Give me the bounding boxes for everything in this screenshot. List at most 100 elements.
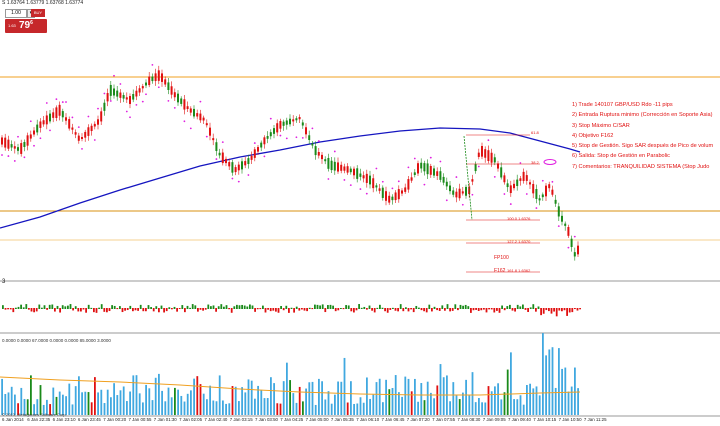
candle-body <box>42 120 45 125</box>
oscillator-bar <box>574 308 576 310</box>
volume-bar <box>78 376 80 415</box>
candle-body <box>225 158 227 164</box>
sar-dot <box>23 156 26 159</box>
volume-bar <box>135 375 138 415</box>
oscillator-bar <box>542 308 545 314</box>
sar-dot <box>129 116 131 119</box>
candle-body <box>525 175 528 181</box>
oscillator-bar <box>503 308 506 311</box>
candle-body <box>503 175 506 183</box>
volume-average-line <box>0 376 581 396</box>
sar-dot <box>77 126 80 129</box>
candle-body <box>426 163 429 175</box>
oscillator-bar <box>243 305 246 309</box>
volume-bar <box>468 395 471 415</box>
volume-bar <box>305 388 307 415</box>
oscillator-bar <box>496 308 498 311</box>
candle-body <box>244 161 247 166</box>
candle-body <box>205 123 208 126</box>
note-line: 3) Stop Máximo C/SAR <box>572 122 630 129</box>
one-click-trading-panel: 1.00 ▾ BUY 1.63 796 <box>2 8 48 34</box>
sar-dot <box>493 175 496 178</box>
oscillator-bar <box>4 308 7 310</box>
candle-body <box>55 107 58 119</box>
candle-body <box>39 121 42 128</box>
volume-bar <box>455 395 458 415</box>
candle-body <box>173 92 176 98</box>
volume-bar <box>532 388 535 415</box>
candle-body <box>97 119 99 125</box>
oscillator-bar <box>69 304 72 309</box>
sar-dot <box>157 86 160 89</box>
sar-dot <box>423 183 426 186</box>
sar-dot <box>311 127 314 130</box>
volume-bar <box>273 383 275 415</box>
sar-dot <box>279 134 282 137</box>
candle-body <box>289 118 291 125</box>
candle-body <box>29 134 32 139</box>
candle-body <box>461 191 464 194</box>
candle-body <box>337 162 339 172</box>
candle-body <box>349 168 352 173</box>
oscillator-bar <box>438 308 441 311</box>
volume-bar <box>113 383 115 415</box>
volume-bar <box>254 398 256 415</box>
volume-bar <box>241 387 243 415</box>
volume-bar <box>55 396 58 415</box>
volume-bar <box>119 390 122 415</box>
sar-dot <box>33 144 35 147</box>
volume-bar <box>535 386 538 415</box>
sell-button[interactable]: 1.63 796 <box>5 19 47 33</box>
volume-bar <box>270 377 272 415</box>
volume-bar <box>375 382 378 415</box>
buy-button[interactable]: BUY <box>31 9 45 17</box>
candle-body <box>538 198 541 201</box>
volume-bar <box>385 379 387 415</box>
oscillator-bar <box>80 308 82 312</box>
candle-body <box>490 152 493 163</box>
candle-body <box>145 82 147 86</box>
oscillator-bar <box>111 305 113 309</box>
sar-dot <box>295 136 298 139</box>
candle-body <box>317 152 320 156</box>
sar-dot <box>359 188 362 190</box>
volume-bar <box>276 403 279 415</box>
volume-bar <box>196 376 199 415</box>
volume-bar <box>311 381 314 415</box>
candle-body <box>381 187 384 198</box>
candle-body <box>241 161 243 170</box>
volume-bar <box>378 378 381 415</box>
lot-size-input[interactable]: 1.00 <box>5 9 27 18</box>
volume-bar <box>519 395 522 415</box>
trade-notes: 1) Trade 140107 GBP/USD Rdo -11 pips 2) … <box>572 100 713 172</box>
oscillator-bar <box>126 308 129 311</box>
oscillator-bar <box>264 308 267 313</box>
candle-body <box>311 143 314 146</box>
volume-bar <box>247 379 250 415</box>
volume-bar <box>548 349 551 415</box>
candle-body <box>516 179 519 187</box>
oscillator-bar <box>124 308 126 311</box>
oscillator-bar <box>225 305 228 309</box>
volume-bar <box>497 383 499 415</box>
volume-bar <box>337 381 339 415</box>
candle-body <box>433 168 435 176</box>
oscillator-bar <box>485 308 488 313</box>
oscillator-bar <box>191 304 194 309</box>
candle-body <box>151 76 154 82</box>
candle-body <box>36 124 39 133</box>
oscillator-bar <box>20 304 22 309</box>
volume-bar <box>183 401 186 415</box>
sar-dot <box>247 174 250 176</box>
volume-bar <box>350 381 352 415</box>
sar-dot <box>407 166 410 169</box>
volume-bars <box>1 333 579 415</box>
fp100-label: FP100 <box>494 255 509 261</box>
sar-dot <box>141 100 144 103</box>
oscillator-bar <box>217 306 220 309</box>
oscillator-bar <box>303 308 306 311</box>
oscillator-bar <box>472 308 475 311</box>
time-axis-label: 7 Jan 07:20 <box>406 417 430 422</box>
volume-bar <box>529 383 531 415</box>
